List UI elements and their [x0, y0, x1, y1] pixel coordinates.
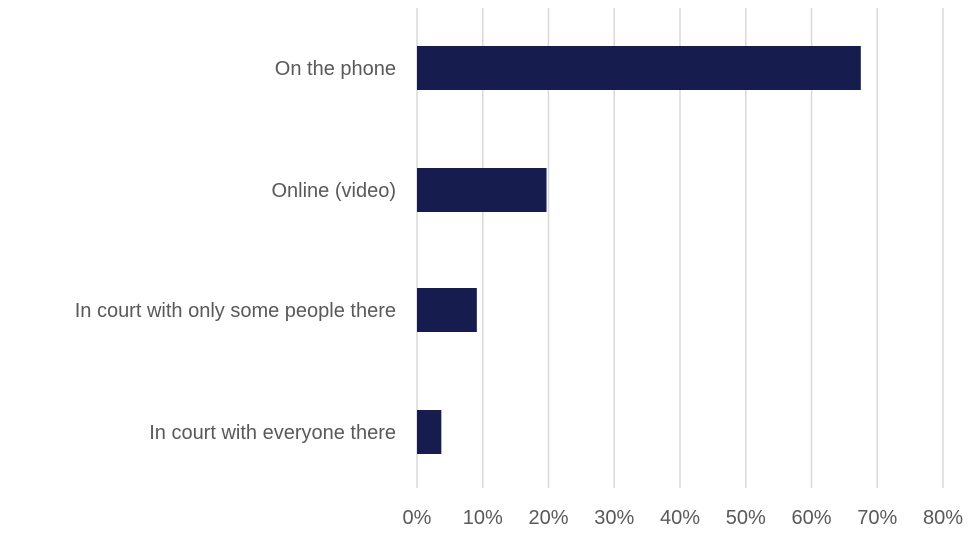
category-label: Online (video) — [271, 180, 396, 202]
bar-4 — [417, 410, 442, 454]
category-labels: On the phone Online (video) In court with … — [75, 58, 396, 444]
x-tick-label: 30% — [594, 507, 634, 529]
x-tick-label: 60% — [791, 507, 831, 529]
bar-3 — [417, 288, 477, 332]
bars — [417, 46, 861, 454]
bar-1 — [417, 46, 861, 90]
x-tick-label: 20% — [528, 507, 568, 529]
x-tick-label: 10% — [463, 507, 503, 529]
x-tick-label: 70% — [857, 507, 897, 529]
x-tick-label: 40% — [660, 507, 700, 529]
category-label: In court with only some people there — [75, 300, 396, 322]
x-tick-label: 80% — [923, 507, 963, 529]
category-label: On the phone — [275, 58, 396, 80]
x-tick-label: 50% — [726, 507, 766, 529]
x-tick-label: 0% — [403, 507, 432, 529]
bar-2 — [417, 168, 547, 212]
category-label: In court with everyone there — [149, 422, 396, 444]
x-axis-tick-labels: 0% 10% 20% 30% 40% 50% 60% 70% 80% — [403, 507, 964, 529]
